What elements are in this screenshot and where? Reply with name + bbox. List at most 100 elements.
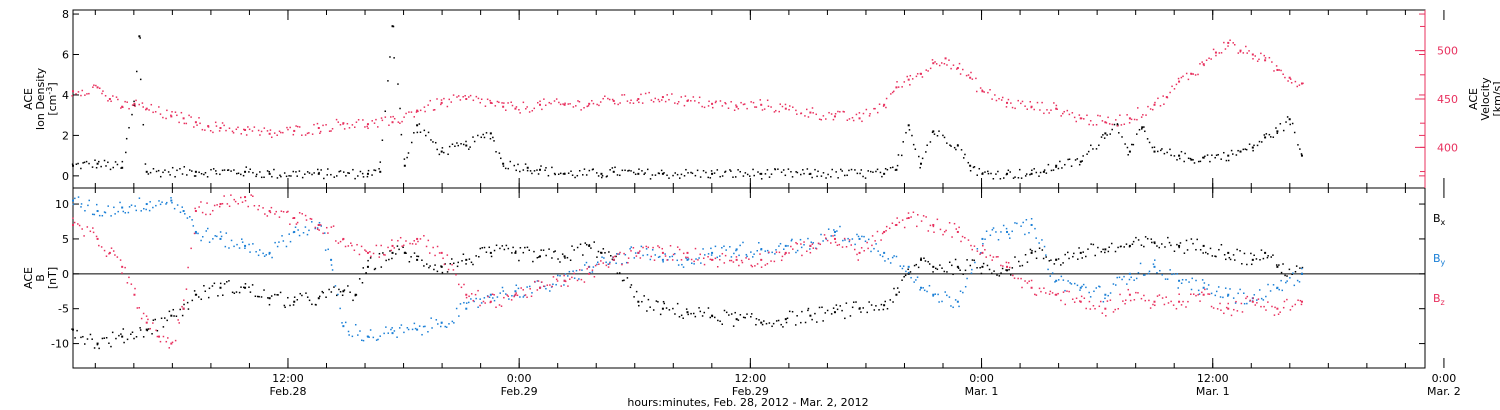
tick-layer: 024684004505001050-5-1012:00Feb.280:00Fe…: [51, 8, 1461, 398]
data-point: [950, 145, 952, 147]
data-point: [904, 274, 907, 277]
data-point: [907, 272, 910, 275]
data-point: [1099, 300, 1102, 303]
data-point: [1159, 269, 1161, 272]
data-point: [276, 294, 278, 296]
data-point: [461, 260, 463, 262]
data-point: [1078, 163, 1081, 166]
data-point: [308, 172, 311, 174]
data-point: [1163, 152, 1166, 155]
data-point: [96, 237, 99, 240]
data-point: [1220, 158, 1222, 160]
data-point: [1089, 120, 1092, 122]
x-tick-label-date: Feb.28: [269, 385, 306, 398]
data-point: [463, 301, 465, 304]
data-point: [1239, 250, 1241, 252]
data-point: [1286, 280, 1288, 282]
data-point: [243, 128, 245, 131]
data-point: [548, 101, 551, 104]
data-point: [444, 325, 446, 328]
data-point: [1117, 246, 1119, 249]
data-point: [672, 253, 675, 256]
data-point: [440, 103, 442, 106]
data-point: [1266, 256, 1269, 259]
data-point: [1158, 246, 1161, 249]
data-point: [954, 258, 957, 261]
data-point: [544, 169, 546, 172]
data-point: [549, 284, 551, 286]
data-point: [907, 217, 910, 219]
data-point: [150, 103, 153, 106]
data-point: [551, 285, 553, 288]
data-point: [1005, 227, 1008, 230]
data-point: [190, 247, 192, 250]
data-point: [1276, 307, 1279, 310]
data-point: [1224, 287, 1227, 289]
data-point: [848, 239, 851, 241]
data-point: [1254, 304, 1257, 306]
data-point: [780, 171, 783, 173]
data-point: [405, 112, 407, 115]
data-point: [482, 133, 484, 136]
data-point: [371, 120, 373, 122]
data-point: [1197, 293, 1199, 296]
data-point: [548, 248, 550, 250]
data-point: [1260, 305, 1262, 308]
data-point: [787, 245, 789, 247]
data-point: [1057, 258, 1060, 260]
data-point: [644, 172, 646, 174]
data-point: [285, 245, 288, 248]
data-point: [526, 106, 528, 108]
data-point: [626, 100, 629, 102]
data-point: [302, 232, 305, 234]
data-point: [970, 244, 972, 247]
data-point: [1079, 251, 1082, 254]
data-point: [809, 244, 812, 247]
data-point: [456, 142, 458, 144]
data-point: [909, 84, 911, 86]
data-point: [1043, 112, 1045, 115]
data-point: [1043, 287, 1045, 289]
data-point: [737, 169, 739, 171]
data-point: [859, 307, 861, 309]
data-point: [734, 311, 736, 314]
data-point: [121, 206, 124, 209]
data-point: [1030, 279, 1033, 282]
data-point: [210, 168, 212, 171]
data-point: [344, 245, 347, 248]
data-point: [1017, 99, 1019, 102]
data-point: [1087, 150, 1090, 153]
data-point: [381, 139, 384, 141]
data-point: [1251, 258, 1254, 261]
data-point: [730, 259, 733, 262]
data-point: [582, 174, 584, 176]
data-point: [708, 100, 710, 103]
data-point: [327, 168, 329, 170]
data-point: [1265, 295, 1267, 298]
data-point: [964, 285, 967, 288]
data-point: [612, 258, 615, 261]
data-point: [480, 136, 483, 139]
data-point: [415, 111, 418, 113]
data-point: [1284, 274, 1286, 277]
data-point: [328, 288, 330, 291]
data-point: [583, 168, 586, 170]
data-point: [533, 107, 536, 110]
data-point: [987, 91, 989, 94]
data-point: [1158, 294, 1161, 296]
data-point: [958, 62, 961, 65]
data-point: [247, 126, 249, 128]
data-point: [462, 96, 464, 98]
data-point: [1185, 306, 1187, 308]
data-point: [991, 229, 994, 231]
data-point: [768, 322, 771, 324]
data-point: [236, 243, 238, 246]
data-point: [886, 307, 889, 310]
data-point: [499, 247, 501, 250]
data-point: [289, 304, 291, 307]
data-point: [1176, 159, 1178, 161]
data-point: [680, 173, 683, 176]
data-point: [1055, 293, 1058, 296]
data-point: [991, 259, 993, 261]
data-point: [1079, 300, 1081, 302]
